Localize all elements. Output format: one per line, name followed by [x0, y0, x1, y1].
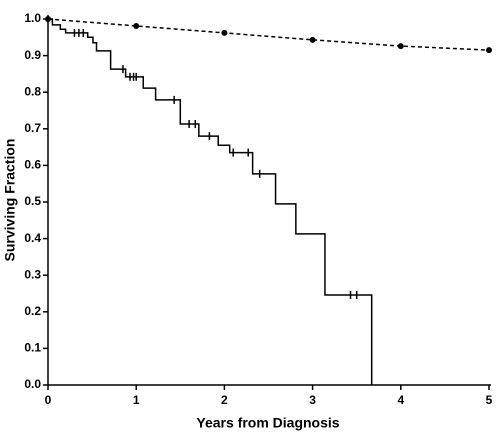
x-tick-label: 0 [45, 393, 52, 407]
y-tick-label: 1.0 [24, 11, 41, 25]
y-tick-label: 0.5 [24, 194, 41, 208]
y-tick-label: 0.4 [24, 231, 41, 245]
y-tick-label: 0.9 [24, 48, 41, 62]
x-tick-label: 5 [486, 393, 493, 407]
y-tick-label: 0.8 [24, 84, 41, 98]
y-tick-label: 0.6 [24, 158, 41, 172]
y-tick-label: 0.2 [24, 304, 41, 318]
x-tick-label: 3 [309, 393, 316, 407]
y-axis-title: Surviving Fraction [2, 139, 18, 262]
y-tick-label: 0.7 [24, 121, 41, 135]
y-tick-label: 0.3 [24, 267, 41, 281]
y-tick-label: 0.1 [24, 341, 41, 355]
x-tick-label: 1 [133, 393, 140, 407]
survival-curve [48, 18, 373, 385]
expected-curve [47, 18, 490, 51]
x-tick-label: 4 [397, 393, 404, 407]
x-axis-title: Years from Diagnosis [196, 415, 339, 431]
point [309, 36, 316, 43]
point [221, 29, 228, 36]
point [45, 16, 51, 22]
point [486, 47, 492, 54]
y-tick-label: 0.0 [24, 377, 41, 391]
point [397, 43, 404, 50]
point [133, 22, 140, 29]
x-tick-label: 2 [221, 393, 228, 407]
